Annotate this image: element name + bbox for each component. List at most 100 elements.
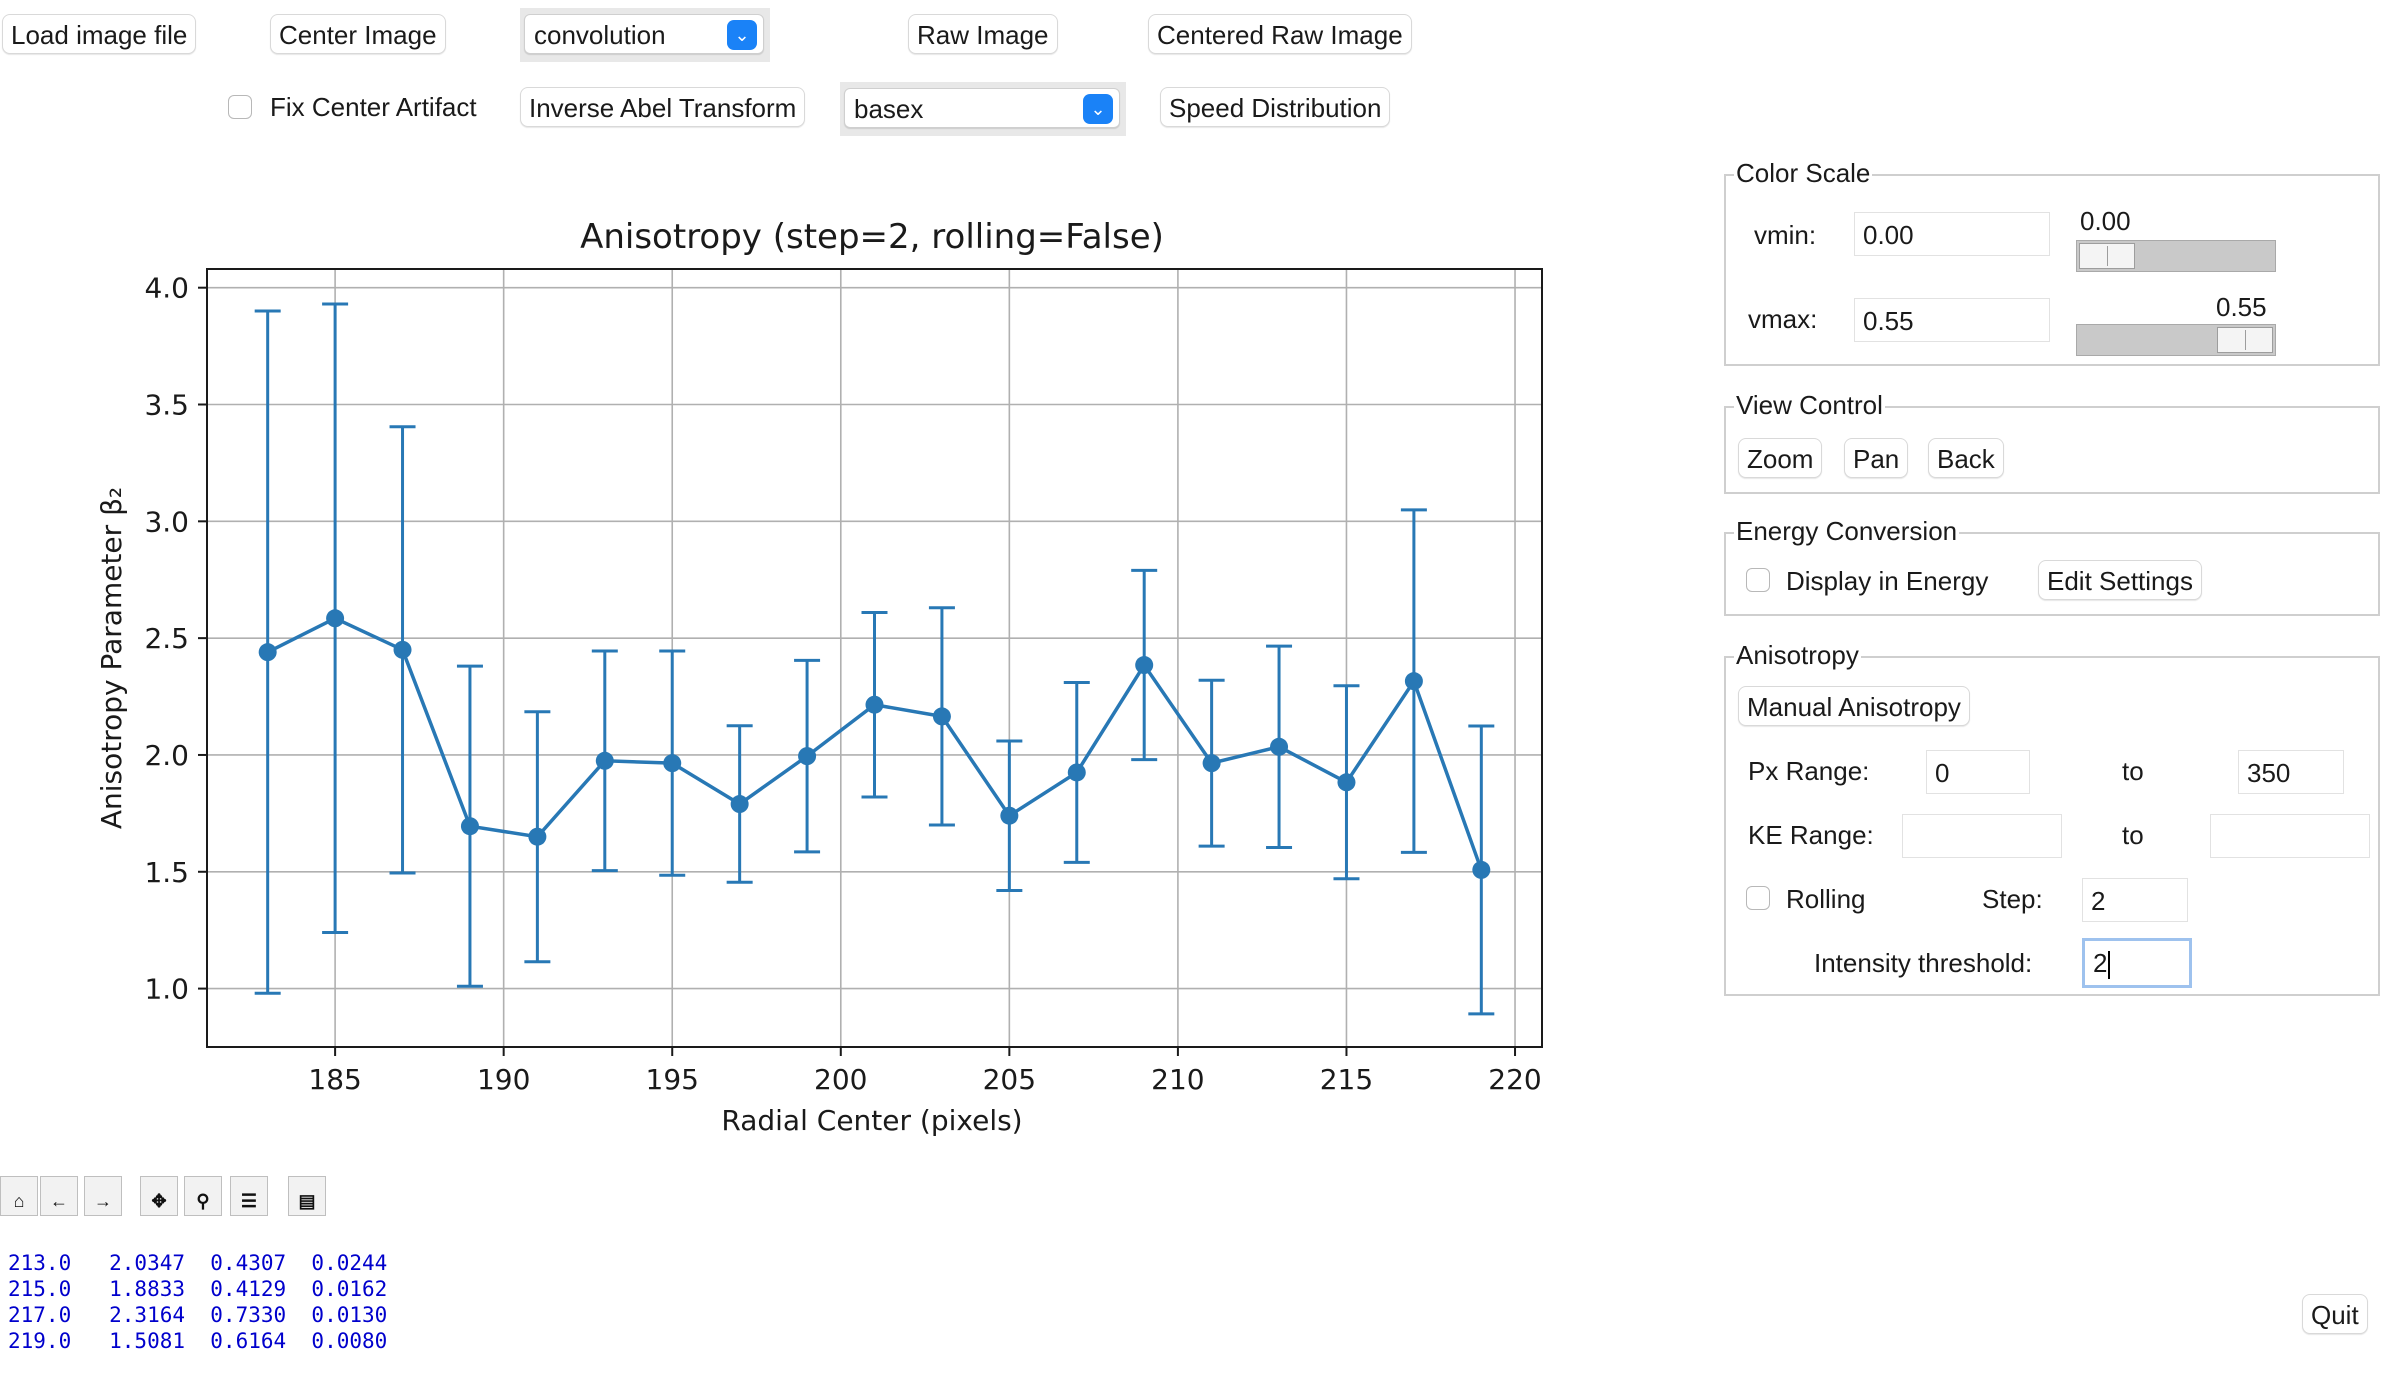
pan-icon[interactable]: ✥ <box>140 1176 178 1216</box>
ke-range-from-input[interactable] <box>1902 814 2062 858</box>
plot-area-frame <box>206 268 1543 1048</box>
chart-title: Anisotropy (step=2, rolling=False) <box>580 217 1164 257</box>
data-point <box>393 640 412 659</box>
energy-conversion-group: Energy Conversion Display in Energy Edit… <box>1724 516 2380 616</box>
edit-settings-button[interactable]: Edit Settings <box>2038 560 2202 600</box>
display-in-energy-label: Display in Energy <box>1786 566 1989 596</box>
px-range-from-input[interactable]: 0 <box>1926 750 2030 794</box>
y-tick-label: 2.5 <box>144 622 189 655</box>
data-point <box>1270 737 1289 756</box>
back-button[interactable]: Back <box>1928 438 2004 478</box>
y-tick-label: 3.0 <box>144 505 189 538</box>
anisotropy-group: Anisotropy Manual Anisotropy Px Range: 0… <box>1724 640 2380 996</box>
data-point <box>326 609 345 628</box>
px-range-to-input[interactable]: 350 <box>2238 750 2344 794</box>
pan-button[interactable]: Pan <box>1844 438 1909 478</box>
zoom-button[interactable]: Zoom <box>1738 438 1823 478</box>
y-tick-label: 1.0 <box>144 973 189 1006</box>
abel-method-value: basex <box>854 94 924 124</box>
data-point <box>595 751 614 770</box>
vmin-slider-handle[interactable] <box>2079 243 2135 269</box>
y-tick-label: 4.0 <box>144 272 189 305</box>
x-tick-label: 195 <box>646 1063 699 1096</box>
abel-method-select[interactable]: basex ⌄ <box>844 88 1120 128</box>
rolling-checkbox[interactable] <box>1746 886 1770 910</box>
console-line: 217.0 2.3164 0.7330 0.0130 <box>8 1303 388 1327</box>
px-range-to-label: to <box>2122 756 2144 786</box>
x-tick-label: 190 <box>477 1063 530 1096</box>
data-point <box>1067 763 1086 782</box>
x-tick-label: 210 <box>1151 1063 1204 1096</box>
data-point <box>1000 806 1019 825</box>
vmin-input[interactable]: 0.00 <box>1854 212 2050 256</box>
data-point <box>258 643 277 662</box>
view-control-group: View Control Zoom Pan Back <box>1724 390 2380 494</box>
x-tick-label: 215 <box>1320 1063 1373 1096</box>
data-point <box>528 827 547 846</box>
intensity-threshold-label: Intensity threshold: <box>1814 948 2033 978</box>
vmax-slider[interactable] <box>2076 324 2276 356</box>
step-label: Step: <box>1982 884 2043 914</box>
anisotropy-title: Anisotropy <box>1734 640 1861 671</box>
x-tick-label: 220 <box>1488 1063 1541 1096</box>
ke-range-to-input[interactable] <box>2210 814 2370 858</box>
quit-button[interactable]: Quit <box>2302 1294 2368 1334</box>
console-output: 213.0 2.0347 0.4307 0.0244 215.0 1.8833 0… <box>8 1250 387 1354</box>
centered-raw-image-button[interactable]: Centered Raw Image <box>1148 14 1412 54</box>
x-tick-label: 205 <box>983 1063 1036 1096</box>
x-axis-label: Radial Center (pixels) <box>721 1104 1022 1137</box>
inverse-abel-button[interactable]: Inverse Abel Transform <box>520 87 806 127</box>
vmin-label: vmin: <box>1754 220 1817 250</box>
color-scale-group: Color Scale vmin: 0.00 0.00 vmax: 0.55 0… <box>1724 158 2380 366</box>
view-control-title: View Control <box>1734 390 1885 421</box>
home-icon[interactable]: ⌂ <box>0 1176 38 1216</box>
x-tick-label: 185 <box>308 1063 361 1096</box>
center-method-value: convolution <box>534 20 666 50</box>
center-image-button[interactable]: Center Image <box>270 14 446 54</box>
color-scale-title: Color Scale <box>1734 158 1873 189</box>
display-in-energy-checkbox[interactable] <box>1746 568 1770 592</box>
data-point <box>798 747 817 766</box>
console-line: 213.0 2.0347 0.4307 0.0244 <box>8 1251 388 1275</box>
ke-range-to-label: to <box>2122 820 2144 850</box>
rolling-label: Rolling <box>1786 884 1866 914</box>
intensity-threshold-value: 2 <box>2093 948 2108 978</box>
fix-center-artifact-checkbox[interactable] <box>228 95 252 119</box>
fix-center-artifact-label: Fix Center Artifact <box>270 92 477 122</box>
anisotropy-chart: Anisotropy (step=2, rolling=False) 185 19… <box>95 217 1543 1137</box>
x-tick-label: 200 <box>814 1063 867 1096</box>
configure-icon[interactable]: ☰ <box>230 1176 268 1216</box>
y-tick-label: 3.5 <box>144 389 189 422</box>
energy-conversion-title: Energy Conversion <box>1734 516 1960 547</box>
console-line: 215.0 1.8833 0.4129 0.0162 <box>8 1277 388 1301</box>
raw-image-button[interactable]: Raw Image <box>908 14 1058 54</box>
vmax-slider-handle[interactable] <box>2217 327 2273 353</box>
manual-anisotropy-button[interactable]: Manual Anisotropy <box>1738 686 1970 726</box>
intensity-threshold-input[interactable]: 2 <box>2082 938 2192 988</box>
vmax-slider-value: 0.55 <box>2216 292 2267 322</box>
data-point <box>730 795 749 814</box>
px-range-label: Px Range: <box>1748 756 1870 786</box>
vmin-slider[interactable] <box>2076 240 2276 272</box>
center-method-select[interactable]: convolution ⌄ <box>524 14 764 54</box>
abel-method-frame: basex ⌄ <box>840 82 1126 136</box>
data-point <box>1202 754 1221 773</box>
data-point <box>1135 656 1154 675</box>
center-method-frame: convolution ⌄ <box>520 8 770 62</box>
data-point <box>1404 672 1423 691</box>
data-point <box>865 695 884 714</box>
speed-distribution-button[interactable]: Speed Distribution <box>1160 87 1391 127</box>
back-icon[interactable]: ← <box>40 1176 78 1216</box>
zoom-icon[interactable]: ⚲ <box>184 1176 222 1216</box>
y-axis-label: Anisotropy Parameter β₂ <box>95 487 128 829</box>
data-point <box>460 817 479 836</box>
load-image-button[interactable]: Load image file <box>2 14 197 54</box>
step-input[interactable]: 2 <box>2082 878 2188 922</box>
save-icon[interactable]: ▤ <box>288 1176 326 1216</box>
y-tick-label: 2.0 <box>144 739 189 772</box>
data-point <box>1472 860 1491 879</box>
chevron-down-icon[interactable]: ⌄ <box>1083 94 1113 124</box>
vmax-input[interactable]: 0.55 <box>1854 298 2050 342</box>
forward-icon[interactable]: → <box>84 1176 122 1216</box>
chevron-down-icon[interactable]: ⌄ <box>727 20 757 50</box>
